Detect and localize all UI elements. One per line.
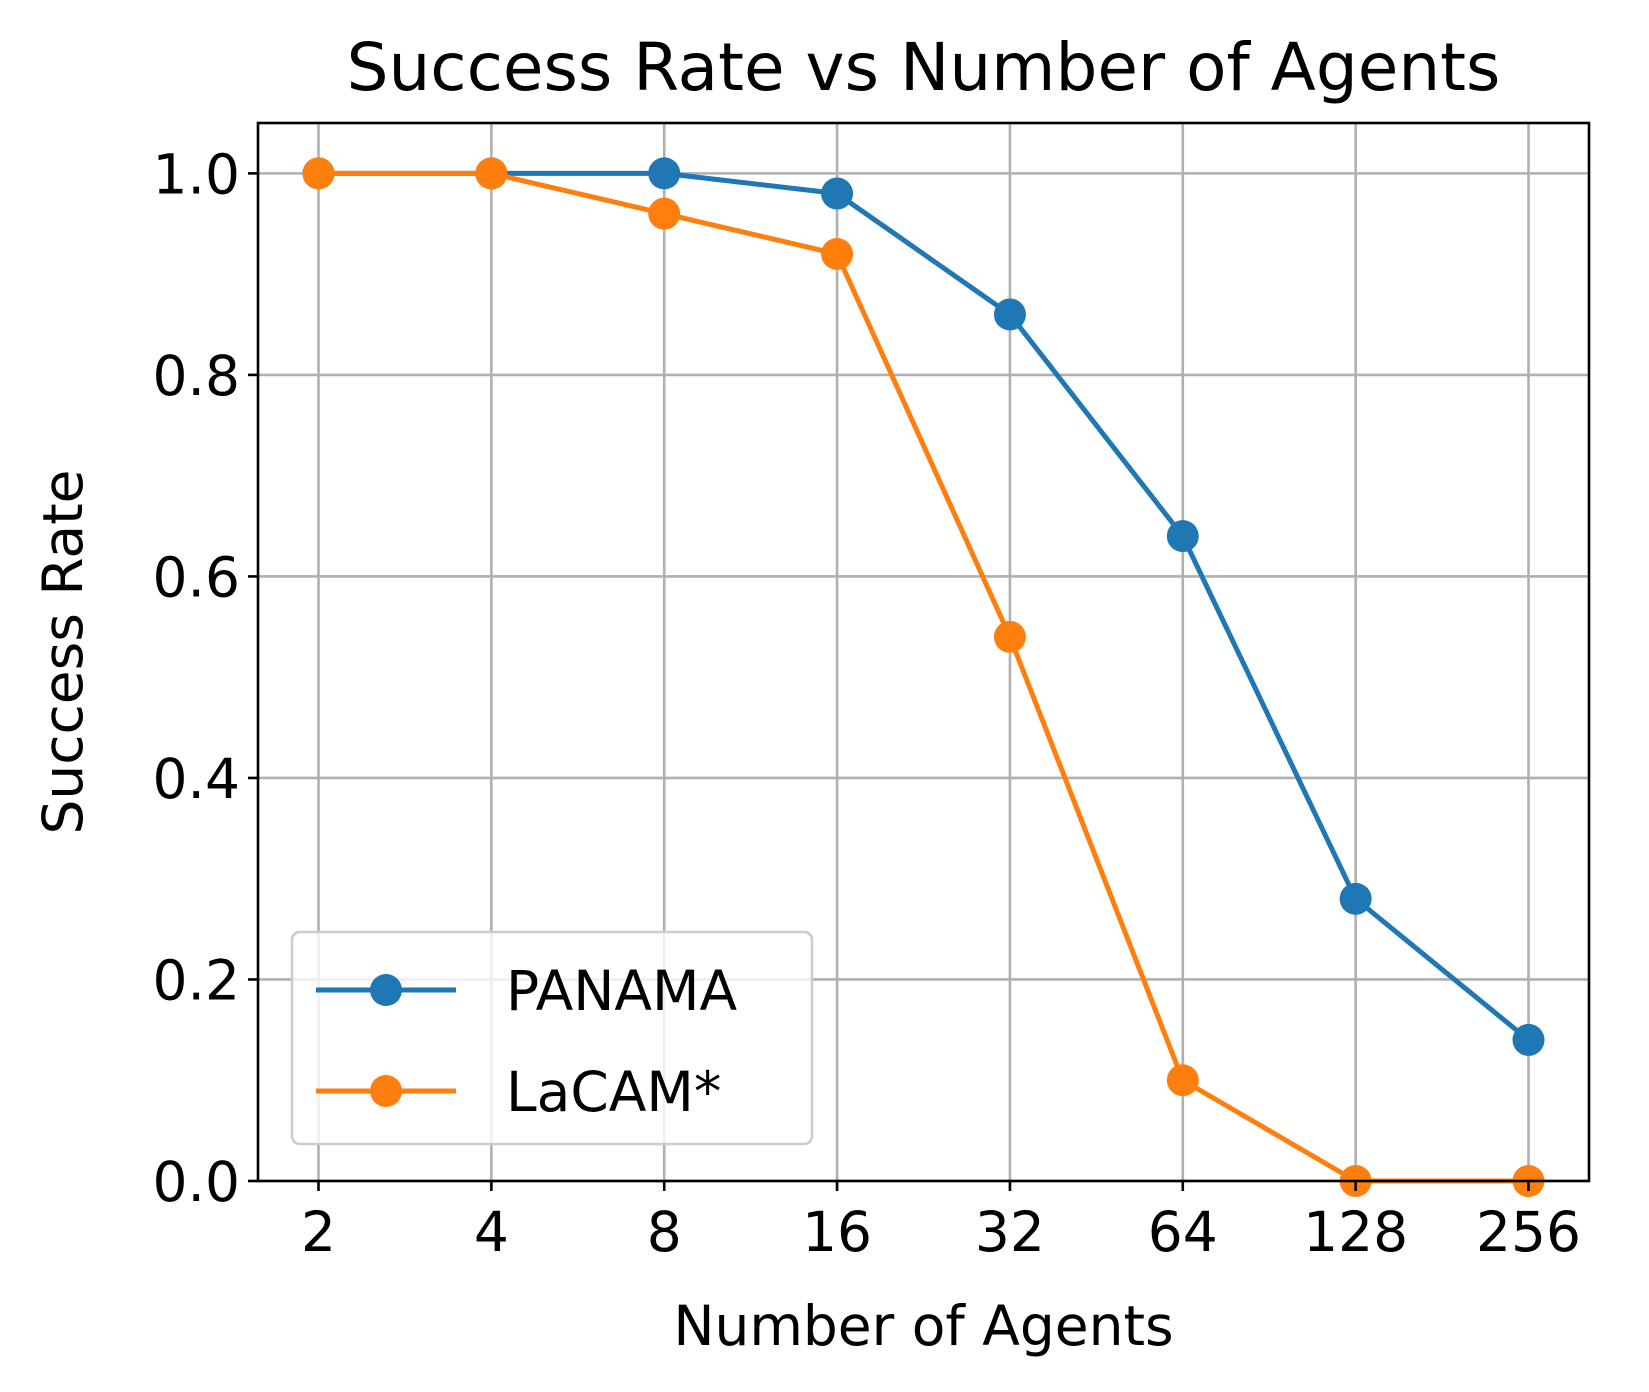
data-point-panama (1339, 882, 1372, 915)
data-point-lacam (648, 197, 681, 230)
data-point-panama (648, 157, 681, 190)
series-line-panama (318, 170, 1531, 1042)
x-tick-label: 4 (474, 1200, 509, 1264)
x-tick-label: 16 (802, 1200, 872, 1264)
legend-item-panama: PANAMA (316, 959, 737, 1023)
y-tick-label: 0.0 (153, 1150, 240, 1214)
x-axis-title: Number of Agents (673, 1294, 1173, 1358)
data-point-lacam (993, 620, 1026, 653)
y-tick-label: 0.8 (153, 344, 240, 408)
chart-title: Success Rate vs Number of Agents (347, 29, 1501, 106)
legend-label-panama: PANAMA (506, 959, 737, 1023)
series-line-lacam (318, 170, 1529, 1184)
data-point-panama (993, 298, 1026, 331)
y-axis-title: Success Rate (31, 470, 95, 835)
x-tick-label: 8 (647, 1200, 682, 1264)
series-layer (302, 157, 1545, 1197)
y-tick-label: 1.0 (153, 142, 240, 206)
x-tick-label: 32 (975, 1200, 1045, 1264)
ticks: 2 4 8 16 32 64 128 256 0.0 0.2 0.4 0.6 0.8 1.0 (153, 142, 1581, 1264)
legend-label-lacam: LaCAM* (506, 1060, 721, 1124)
legend-item-lacam: LaCAM* (316, 1060, 721, 1124)
x-tick-label: 64 (1148, 1200, 1218, 1264)
legend: PANAMA LaCAM* (290, 930, 814, 1146)
data-point-lacam (475, 157, 508, 190)
x-tick-label: 128 (1303, 1200, 1408, 1264)
y-tick-label: 0.4 (153, 747, 240, 811)
data-point-panama (821, 177, 854, 210)
axes-frame (256, 121, 1591, 1183)
data-point-panama (1512, 1023, 1545, 1056)
legend-marker-panama (370, 974, 402, 1006)
series-lacam (302, 157, 1545, 1197)
series-panama (302, 157, 1545, 1056)
legend-marker-lacam (370, 1075, 402, 1107)
y-tick-label: 0.2 (153, 948, 240, 1012)
data-point-lacam (821, 237, 854, 270)
data-point-lacam (302, 157, 335, 190)
x-tick-label: 256 (1476, 1200, 1581, 1264)
x-tick-label: 2 (301, 1200, 336, 1264)
y-tick-label: 0.6 (153, 545, 240, 609)
data-point-lacam (1166, 1064, 1199, 1097)
data-point-panama (1166, 520, 1199, 553)
